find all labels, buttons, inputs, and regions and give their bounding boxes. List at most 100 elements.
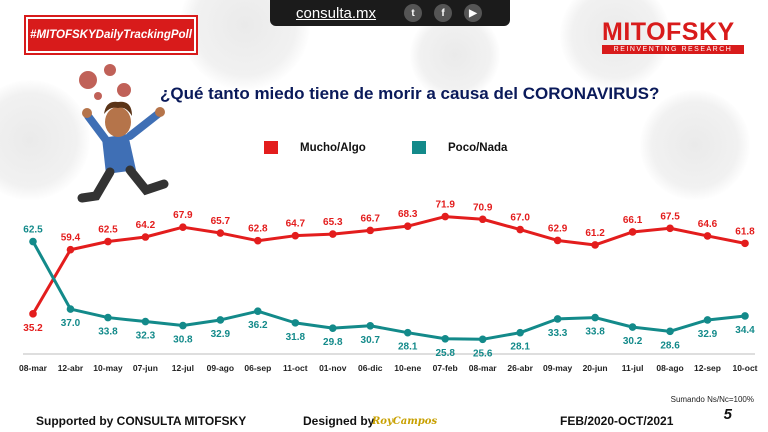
data-label: 30.2 — [623, 336, 643, 347]
data-point — [666, 327, 674, 336]
footer: Supported by CONSULTA MITOFSKY Designed … — [0, 411, 768, 431]
series-line-poco-nada — [31, 240, 746, 341]
youtube-icon[interactable]: ▶ — [464, 4, 482, 22]
x-tick-label: 10-ene — [394, 363, 421, 373]
x-tick-label: 08-mar — [19, 363, 48, 373]
data-label: 67.5 — [660, 211, 680, 222]
data-label: 59.4 — [61, 233, 81, 244]
data-point — [291, 231, 300, 240]
data-label: 25.8 — [435, 348, 455, 359]
x-tick-label: 08-mar — [469, 363, 498, 373]
data-point — [29, 237, 37, 246]
data-point — [66, 245, 75, 254]
legend-label: Mucho/Algo — [300, 141, 366, 154]
twitter-icon[interactable]: t — [404, 4, 422, 22]
data-point — [254, 236, 262, 245]
footer-designed: Designed by — [303, 414, 375, 428]
site-link[interactable]: consulta.mx — [296, 4, 377, 22]
data-label: 32.9 — [211, 329, 231, 340]
x-tick-label: 26-abr — [507, 363, 533, 373]
data-label: 33.8 — [585, 327, 605, 338]
x-tick-label: 07-feb — [433, 363, 458, 373]
legend-item-poco-nada: Poco/Nada — [412, 141, 507, 154]
hashtag-badge: #MITOFSKYDailyTrackingPoll — [26, 17, 196, 53]
facebook-icon[interactable]: f — [434, 4, 452, 22]
data-point — [29, 310, 37, 318]
x-tick-label: 20-jun — [583, 363, 608, 373]
data-label: 33.8 — [98, 327, 118, 338]
data-point — [216, 229, 225, 237]
data-label: 36.2 — [248, 320, 268, 331]
data-label: 28.1 — [398, 342, 418, 353]
data-point — [741, 239, 749, 248]
data-label: 61.8 — [735, 226, 755, 237]
data-label: 32.9 — [698, 329, 718, 340]
x-tick-label: 11-oct — [283, 363, 308, 373]
data-label: 61.2 — [585, 228, 605, 239]
data-point — [628, 228, 637, 236]
x-tick-label: 08-ago — [656, 363, 683, 373]
data-point — [66, 305, 75, 313]
data-label: 65.3 — [323, 217, 343, 228]
top-link-bar: consulta.mx t f ▶ — [270, 0, 510, 26]
data-point — [403, 222, 412, 230]
data-label: 25.6 — [473, 348, 493, 359]
legend-swatch-teal — [412, 141, 426, 154]
data-label: 67.9 — [173, 210, 193, 221]
data-label: 70.9 — [473, 202, 493, 213]
data-label: 66.1 — [623, 215, 643, 226]
x-tick-label: 12-jul — [172, 363, 194, 373]
data-point — [478, 215, 487, 224]
legend-swatch-red — [264, 141, 278, 154]
data-point — [141, 233, 150, 241]
data-label: 37.0 — [61, 318, 81, 329]
x-tick-label: 10-oct — [732, 363, 757, 373]
x-tick-label: 09-may — [543, 363, 573, 373]
logo-wordmark: MITOFSKY — [602, 18, 735, 46]
data-label: 71.9 — [435, 200, 455, 211]
data-label: 30.8 — [173, 335, 193, 346]
data-point — [328, 230, 337, 238]
data-point — [104, 313, 112, 322]
data-point — [591, 241, 599, 249]
data-point — [403, 328, 412, 337]
data-label: 31.8 — [286, 332, 306, 343]
data-label: 28.1 — [510, 342, 530, 353]
legend-item-mucho-algo: Mucho/Algo — [264, 141, 366, 154]
data-point — [441, 334, 450, 343]
data-point — [179, 223, 187, 232]
data-point — [553, 315, 562, 323]
data-label: 62.5 — [98, 225, 118, 236]
data-label: 64.2 — [136, 220, 156, 231]
x-tick-label: 06-sep — [244, 363, 271, 373]
data-label: 35.2 — [23, 323, 43, 334]
x-tick-label: 12-abr — [58, 363, 84, 373]
x-tick-label: 11-jul — [622, 363, 644, 373]
data-label: 65.7 — [211, 216, 231, 227]
data-point — [104, 237, 112, 246]
data-point — [666, 224, 674, 233]
data-label: 64.7 — [286, 219, 306, 230]
data-label: 62.9 — [548, 223, 568, 234]
data-label: 66.7 — [361, 213, 381, 224]
data-label: 28.6 — [660, 340, 680, 351]
x-tick-label: 01-nov — [319, 363, 347, 373]
data-label: 67.0 — [510, 213, 530, 224]
x-tick-label: 06-dic — [358, 363, 383, 373]
data-point — [216, 316, 225, 324]
data-point — [441, 212, 450, 221]
data-label: 62.8 — [248, 224, 268, 235]
data-label: 33.3 — [548, 328, 568, 339]
data-label: 30.7 — [361, 335, 381, 346]
scared-man-illustration — [77, 64, 169, 203]
data-point — [291, 319, 300, 327]
data-point — [478, 335, 487, 344]
data-label: 62.5 — [23, 225, 43, 236]
x-tick-label: 10-may — [93, 363, 123, 373]
data-point — [628, 323, 637, 331]
footer-supported: Supported by CONSULTA MITOFSKY — [36, 414, 247, 428]
chart-title: ¿Qué tanto miedo tiene de morir a causa … — [160, 84, 660, 103]
data-point — [179, 321, 187, 330]
data-point — [591, 313, 599, 322]
